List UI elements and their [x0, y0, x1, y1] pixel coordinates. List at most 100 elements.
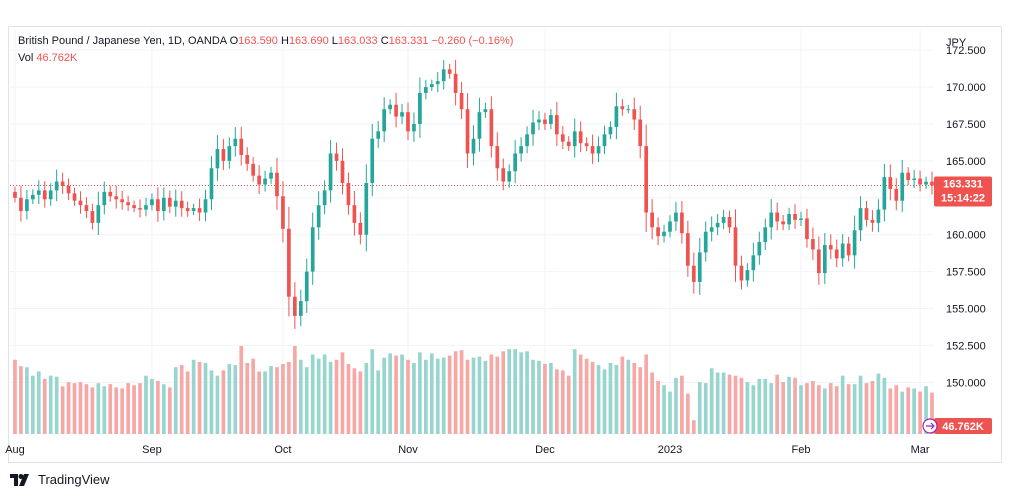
candle: [930, 171, 934, 195]
volume-bar: [525, 351, 529, 434]
candle: [304, 258, 309, 313]
candle: [281, 181, 285, 243]
volume-bar: [745, 382, 750, 434]
candle: [388, 99, 392, 115]
candle: [108, 185, 113, 202]
candle: [167, 190, 172, 214]
volume-bar: [424, 359, 428, 434]
volume-label[interactable]: Vol: [18, 52, 34, 64]
candle: [293, 282, 297, 329]
scroll-to-realtime-icon[interactable]: [922, 418, 938, 434]
volume-bar: [763, 378, 768, 434]
candle: [156, 187, 160, 222]
volume-bar: [739, 377, 744, 434]
volume-bar: [656, 380, 660, 434]
candle: [489, 96, 494, 158]
volume-bar: [912, 388, 916, 434]
volume-bar: [36, 371, 41, 434]
volume-bar: [876, 373, 881, 434]
y-tick-label: 155.000: [946, 304, 986, 316]
candle: [382, 97, 387, 143]
volume-bar: [364, 362, 369, 434]
candle: [721, 209, 726, 230]
high-value: 163.690: [288, 35, 329, 47]
candle: [787, 207, 791, 231]
last-price-value: 163.331: [943, 179, 983, 191]
open-value: 163.590: [238, 35, 278, 47]
candle: [650, 199, 654, 240]
candle: [424, 79, 428, 100]
volume-bar: [96, 383, 101, 434]
volume-bar: [13, 359, 17, 434]
volume-bar: [471, 357, 476, 434]
open-label: O: [229, 35, 239, 47]
candle: [84, 197, 89, 219]
volume-bar: [602, 369, 607, 434]
candle: [239, 126, 244, 166]
candle: [287, 206, 291, 317]
volume-bar: [549, 362, 553, 434]
volume-bar: [900, 391, 905, 434]
volume-bar: [215, 375, 220, 434]
volume-bar: [340, 352, 345, 434]
volume-bar: [66, 382, 71, 434]
candle: [811, 227, 815, 260]
symbol-title[interactable]: British Pound / Japanese Yen, 1D, OANDA: [18, 35, 227, 47]
candle: [144, 197, 148, 217]
candle: [269, 166, 273, 184]
candle: [763, 218, 768, 250]
volume-bar: [239, 346, 244, 434]
volume-bar: [287, 361, 291, 434]
volume-legend: Vol 46.762K: [18, 52, 77, 64]
candle: [900, 159, 905, 213]
x-tick-label: Dec: [535, 444, 555, 456]
volume-bar: [382, 357, 387, 434]
candle: [674, 201, 678, 231]
volume-bar: [298, 359, 303, 434]
candle: [918, 170, 922, 192]
volume-bar: [322, 354, 327, 434]
candle: [686, 220, 690, 277]
y-tick-label: 172.500: [946, 45, 986, 57]
volume-bar: [507, 349, 512, 434]
candle: [78, 191, 83, 214]
candle: [477, 97, 482, 152]
candle: [358, 212, 363, 245]
volume-bar: [233, 365, 238, 434]
candle: [822, 232, 827, 284]
candle: [126, 195, 130, 211]
candle: [519, 137, 523, 162]
candle: [328, 139, 333, 203]
candle: [221, 139, 226, 170]
volume-bar: [19, 366, 23, 434]
volume-bar: [60, 386, 65, 434]
candle: [537, 111, 541, 131]
volume-bar: [167, 387, 172, 434]
volume-bar: [906, 387, 911, 434]
volume-bar: [179, 365, 184, 434]
volume-bar: [828, 383, 833, 434]
candle: [483, 102, 488, 118]
tradingview-brand[interactable]: TradingView: [10, 472, 110, 487]
volume-bar: [608, 362, 613, 434]
volume-bar: [126, 383, 130, 434]
candle: [465, 93, 470, 168]
chart-frame[interactable]: [8, 26, 1002, 463]
volume-bar: [513, 349, 518, 434]
candle: [507, 164, 512, 188]
close-value: 163.331: [388, 35, 429, 47]
candle: [334, 142, 339, 171]
volume-bar: [161, 384, 166, 434]
candle: [578, 121, 583, 153]
x-tick-label: Mar: [911, 444, 930, 456]
volume-bar: [334, 359, 339, 434]
volume-bar: [650, 372, 654, 434]
candle: [209, 156, 214, 211]
volume-bar: [191, 359, 196, 434]
volume-bar: [120, 388, 125, 434]
volume-bar: [858, 375, 863, 434]
candle: [543, 112, 547, 131]
candle: [54, 169, 59, 202]
volume-bar: [531, 359, 535, 434]
